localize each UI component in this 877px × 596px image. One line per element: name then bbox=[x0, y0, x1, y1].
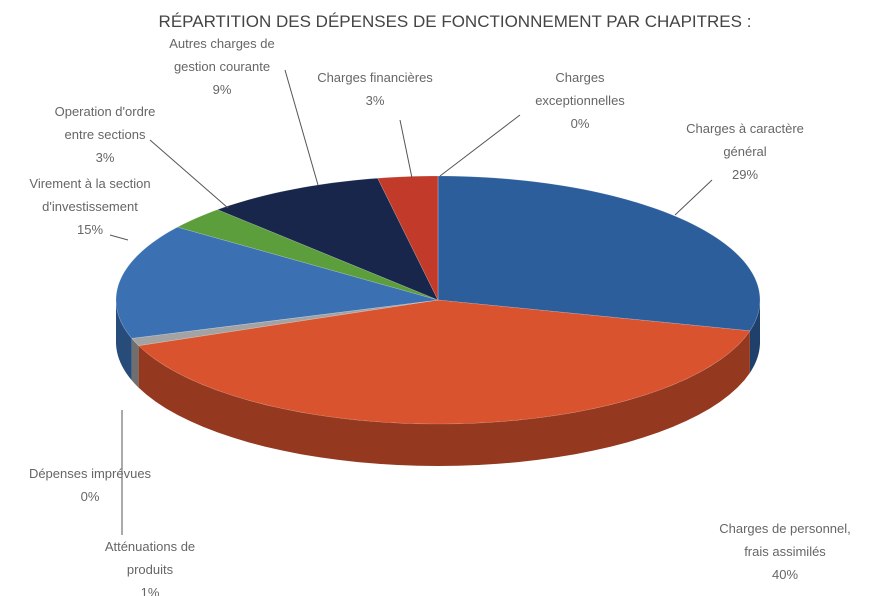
data-label: Charges exceptionnelles bbox=[535, 70, 625, 108]
data-label: Charges financières bbox=[317, 70, 433, 85]
slice-side bbox=[138, 330, 750, 466]
slice bbox=[115, 226, 439, 339]
leader-line bbox=[439, 114, 521, 177]
value-label: 9% bbox=[213, 82, 232, 97]
value-label: 0% bbox=[81, 489, 100, 504]
slice bbox=[176, 209, 439, 301]
leader-line bbox=[674, 179, 713, 216]
slice-side bbox=[749, 300, 760, 373]
slice-side bbox=[131, 338, 139, 388]
data-label: Atténuations de produits bbox=[105, 539, 195, 577]
slice bbox=[137, 299, 751, 425]
value-label: 15% bbox=[77, 222, 103, 237]
slice-side bbox=[116, 300, 132, 381]
value-label: 29% bbox=[732, 167, 758, 182]
data-label: Charges à caractère général bbox=[686, 121, 804, 159]
slice bbox=[437, 175, 761, 332]
leader-line bbox=[284, 69, 319, 186]
pie-tops bbox=[115, 175, 761, 425]
data-label: Operation d'ordre entre sections bbox=[55, 104, 156, 142]
leader-line bbox=[109, 234, 129, 241]
data-label: Charges de personnel, frais assimilés bbox=[719, 521, 851, 559]
data-label: Virement à la section d'investissement bbox=[29, 176, 150, 214]
value-label: 3% bbox=[366, 93, 385, 108]
leader-line bbox=[149, 139, 229, 209]
value-label: 0% bbox=[571, 116, 590, 131]
pie-sides bbox=[116, 300, 760, 466]
slice bbox=[216, 177, 439, 301]
value-label: 1% bbox=[141, 585, 160, 596]
value-label: 3% bbox=[96, 150, 115, 165]
leader-line bbox=[399, 119, 413, 179]
value-label: 40% bbox=[772, 567, 798, 582]
chart-title: RÉPARTITION DES DÉPENSES DE FONCTIONNEME… bbox=[159, 12, 752, 31]
data-label: Dépenses imprévues bbox=[29, 466, 152, 481]
slice bbox=[377, 175, 439, 301]
data-label: Autres charges de gestion courante bbox=[169, 36, 275, 74]
